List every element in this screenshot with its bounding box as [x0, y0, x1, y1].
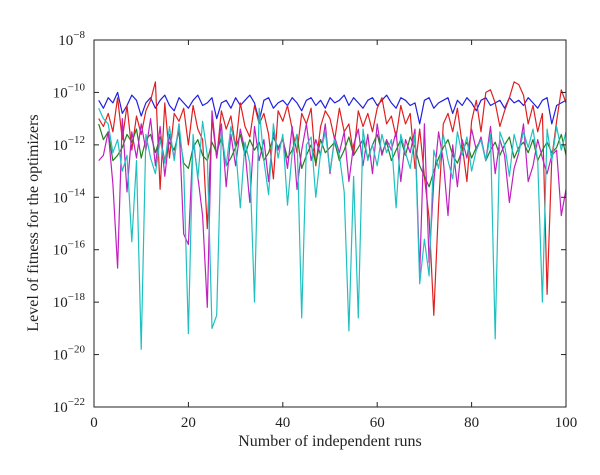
- plot-frame: [93, 39, 567, 408]
- x-tick-label: 40: [275, 415, 290, 431]
- series-line-1: [98, 91, 567, 125]
- x-tick-label: 20: [181, 415, 196, 431]
- y-tick-label: 10−18: [53, 291, 86, 311]
- x-tick-label: 0: [90, 415, 98, 431]
- x-axis-title: Number of independent runs: [238, 433, 422, 450]
- x-tick-label: 80: [464, 415, 479, 431]
- series-layer: [98, 81, 567, 350]
- y-tick-label: 10−22: [53, 396, 85, 416]
- x-tick-label: 60: [370, 415, 385, 431]
- series-line-4: [98, 110, 567, 308]
- x-tick-label: 100: [555, 415, 578, 431]
- y-tick-label: 10−16: [53, 239, 86, 259]
- y-tick-label: 10−12: [53, 134, 85, 154]
- series-line-2: [98, 81, 567, 316]
- y-tick-label: 10−8: [58, 29, 85, 49]
- series-line-5: [98, 107, 567, 350]
- ticks-layer: 0 20 40 60 80 100 10−22 10−20 10−18 10−16 10−14 10−…: [53, 29, 577, 431]
- y-axis-title: Level of fitness for the optimizers: [25, 114, 42, 331]
- y-tick-label: 10−14: [53, 186, 86, 206]
- y-tick-label: 10−10: [53, 81, 86, 101]
- y-tick-label: 10−20: [53, 344, 86, 364]
